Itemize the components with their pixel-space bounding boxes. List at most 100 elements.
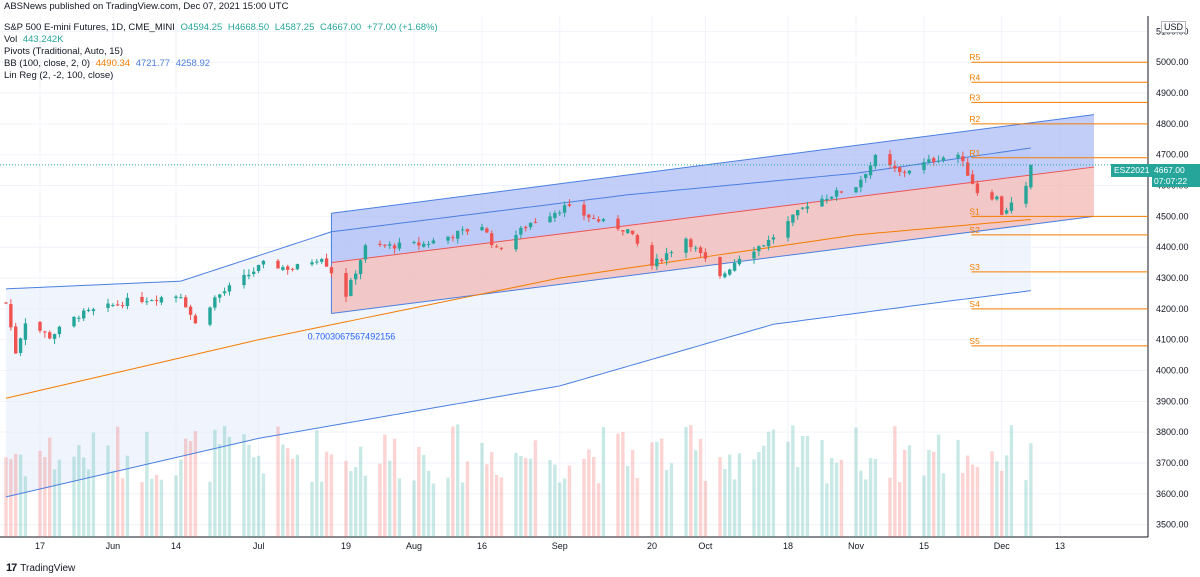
volume-bar	[86, 469, 91, 537]
candle-body	[208, 307, 212, 325]
x-tick-label: 16	[477, 541, 487, 551]
candle-body	[898, 167, 902, 173]
volume-bar	[898, 482, 902, 537]
volume-bar	[174, 475, 178, 537]
candle-body	[791, 214, 795, 223]
candle-body	[38, 321, 42, 331]
bb-legend[interactable]: BB (100, close, 2, 0) 4490.34 4721.77 42…	[4, 58, 210, 70]
candle-body	[422, 243, 426, 247]
candle-body	[295, 264, 300, 270]
linreg-legend[interactable]: Lin Reg (2, -2, 100, close)	[4, 70, 114, 81]
volume-bar	[839, 459, 844, 537]
volume-bar	[193, 431, 198, 537]
candle-body	[664, 253, 669, 261]
candle-body	[854, 187, 858, 193]
volume-bar	[329, 454, 334, 537]
volume-bar	[349, 471, 353, 537]
linreg-lower-fill	[331, 167, 1094, 314]
candle-body	[893, 165, 897, 169]
tradingview-logo[interactable]: 17 TradingView	[6, 562, 75, 574]
volume-bar	[630, 449, 635, 537]
x-tick-label: 20	[647, 541, 657, 551]
candle-body	[752, 251, 756, 259]
candle-body	[941, 157, 946, 161]
candle-body	[490, 233, 494, 246]
ohlc-change: +77.00 (+1.68%)	[366, 22, 438, 33]
volume-bar	[310, 481, 314, 537]
volume-bar	[256, 455, 261, 537]
volume-bar	[1009, 425, 1014, 537]
volume-bar	[261, 473, 266, 537]
y-tick-label: 4400.00	[1156, 242, 1189, 252]
candle-body	[601, 219, 606, 222]
linreg-pearson-label: 0.7003067567492156	[308, 331, 396, 341]
candle-body	[494, 246, 499, 248]
pivot-label-r3: R3	[969, 92, 980, 102]
pivots-legend[interactable]: Pivots (Traditional, Auto, 15)	[4, 46, 123, 57]
volume-bar	[213, 429, 217, 537]
current-price-value: 4667.00	[1154, 165, 1185, 175]
candle-body	[324, 258, 329, 267]
volume-bar	[456, 424, 460, 537]
volume-bar	[514, 452, 518, 537]
tradingview-logo-text: TradingView	[20, 562, 76, 574]
publisher-line: ABSNews published on TradingView.com, De…	[4, 1, 289, 12]
volume-bar	[460, 482, 465, 537]
symbol-title[interactable]: S&P 500 E-mini Futures, 1D, CME_MINI	[4, 22, 175, 33]
volume-bar	[553, 464, 557, 537]
volume-bar	[18, 454, 23, 537]
candle-body	[805, 206, 810, 209]
candle-body	[834, 190, 839, 197]
candle-body	[689, 239, 693, 248]
candle-body	[703, 252, 708, 259]
volume-bar	[766, 431, 771, 537]
volume-bar	[106, 445, 110, 537]
candle-body	[329, 267, 334, 274]
candle-body	[397, 242, 402, 249]
volume-bar	[140, 482, 144, 537]
candle-body	[932, 158, 936, 162]
volume-bar	[179, 459, 183, 537]
volume-bar	[970, 464, 975, 537]
x-tick-label: Aug	[406, 541, 422, 551]
currency-label[interactable]: USD	[1160, 21, 1186, 33]
volume-bar	[762, 445, 766, 537]
volume-bar	[358, 446, 363, 537]
volume-bar	[995, 461, 999, 537]
volume-bar	[519, 455, 523, 537]
volume-bar	[159, 479, 164, 537]
pivot-label-s5: S5	[969, 336, 980, 346]
volume-bar	[48, 437, 52, 537]
volume-bar	[956, 439, 960, 537]
volume-bar	[907, 445, 912, 537]
candle-body	[378, 243, 382, 246]
candle-body	[349, 280, 353, 296]
candle-body	[786, 221, 790, 238]
candle-body	[499, 247, 504, 249]
linreg-mid-line	[331, 166, 1095, 264]
volume-bar	[621, 431, 625, 537]
candle-body	[57, 326, 62, 335]
volume-bar	[120, 478, 125, 537]
volume-bar	[626, 466, 630, 537]
volume-bar	[664, 469, 669, 537]
candle-body	[290, 268, 295, 270]
candle-body	[460, 229, 465, 231]
volume-bar	[344, 460, 348, 537]
candle-body	[431, 240, 436, 244]
x-tick-label: Jul	[253, 541, 265, 551]
candle-body	[23, 323, 28, 340]
candle-body	[684, 238, 688, 253]
volume-bar	[281, 444, 285, 537]
volume-legend[interactable]: Vol 443.242K	[4, 34, 64, 46]
candle-body	[975, 183, 980, 194]
volume-bar	[966, 455, 970, 537]
y-tick-label: 3500.00	[1156, 520, 1189, 530]
candle-body	[43, 331, 47, 333]
candle-body	[757, 246, 761, 252]
volume-bar	[392, 438, 397, 537]
volume-bar	[689, 425, 693, 537]
candle-body	[111, 304, 115, 306]
ohlc-low: L4587.25	[274, 22, 315, 33]
